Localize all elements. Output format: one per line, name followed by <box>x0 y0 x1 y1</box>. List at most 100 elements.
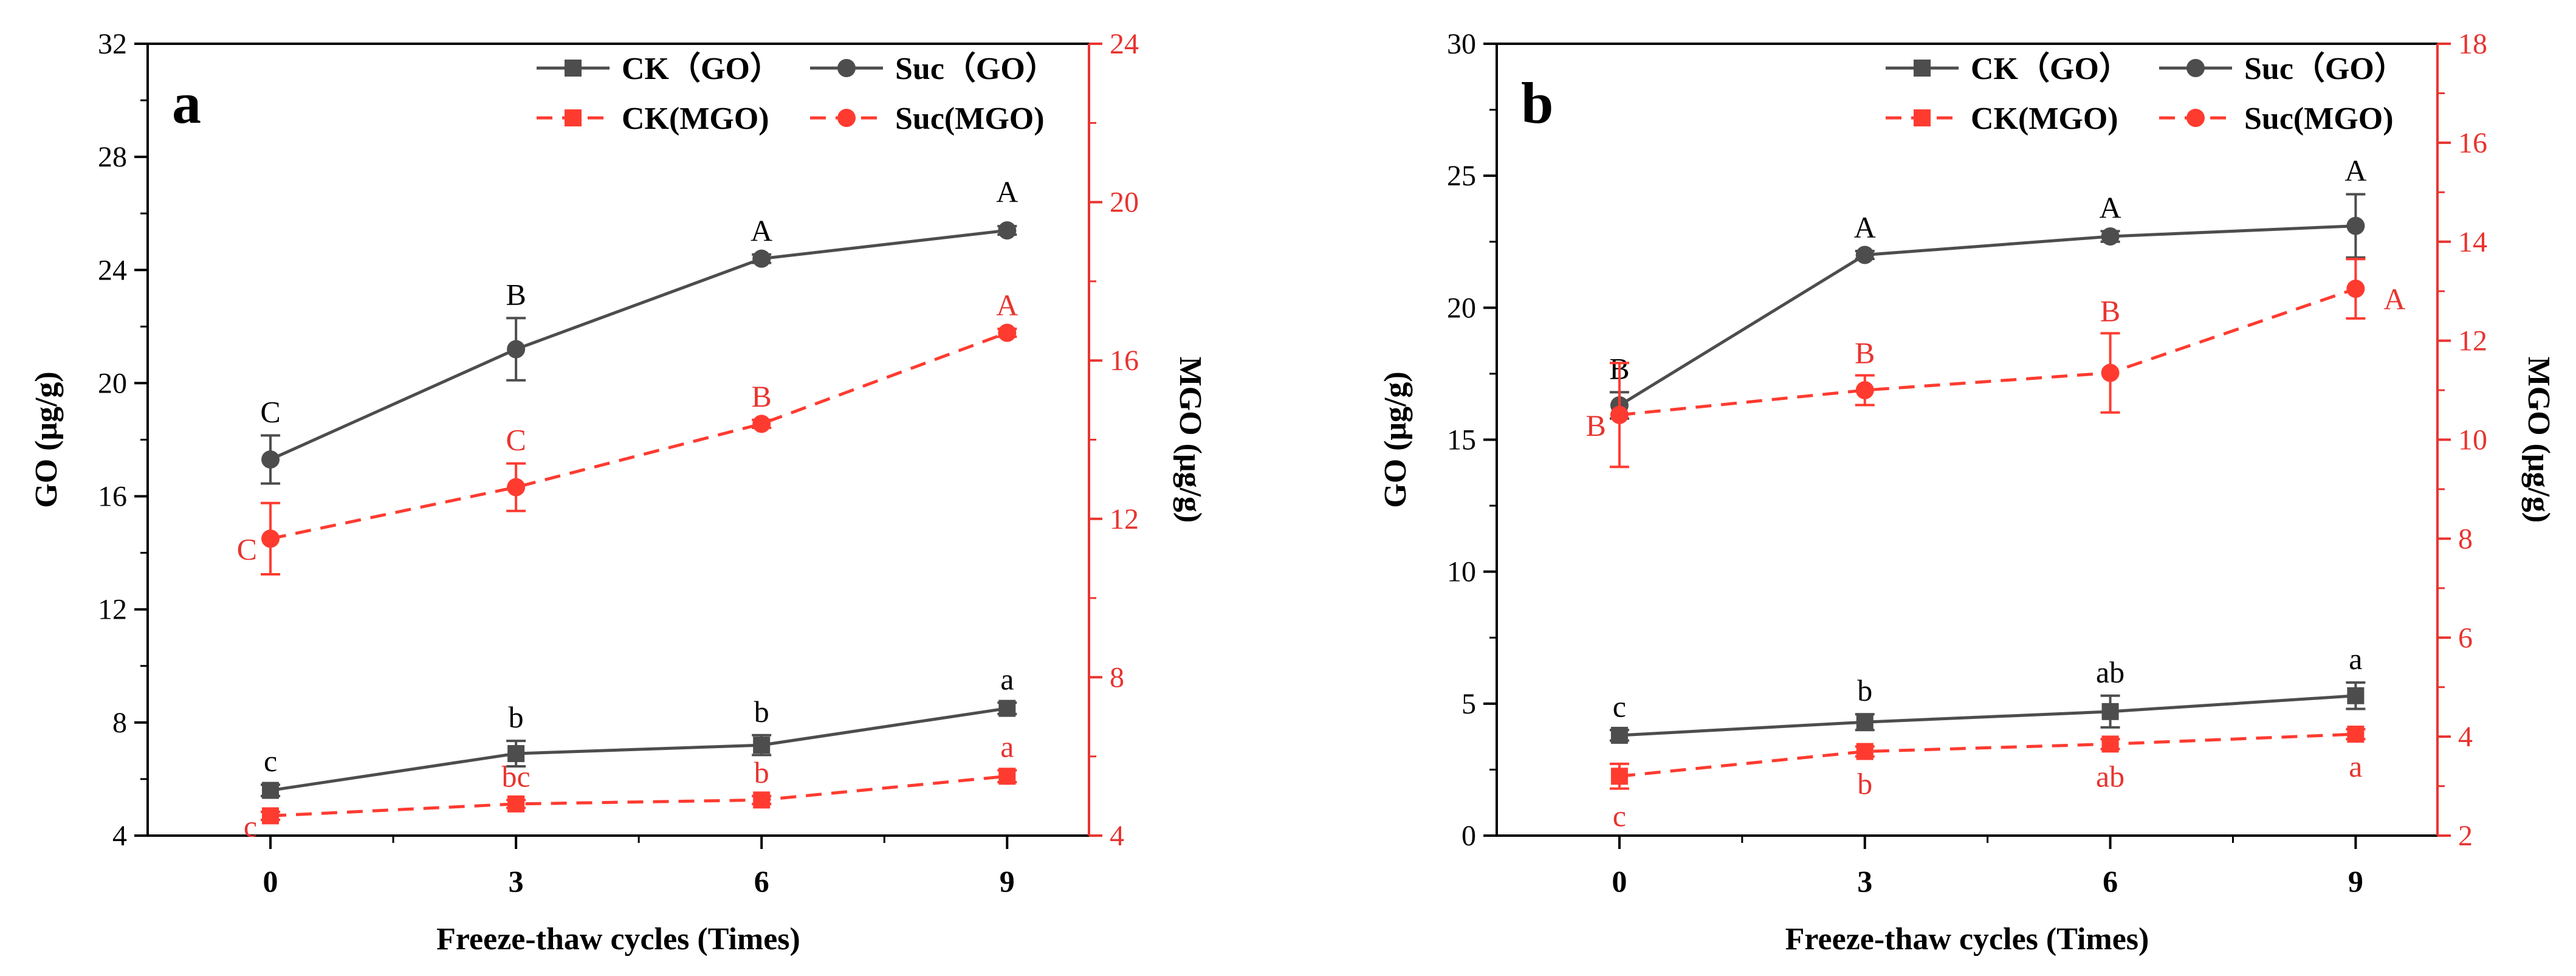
legend-label: Suc(MGO) <box>2244 101 2394 136</box>
x-tick-label: 9 <box>2348 864 2363 898</box>
series-line <box>270 229 1008 461</box>
significance-label: a <box>1000 662 1014 696</box>
panel-label: a <box>172 70 201 136</box>
significance-label: A <box>2383 282 2405 316</box>
x-axis-title: Freeze-thaw cycles (Times) <box>436 922 800 957</box>
y-tick-label-left: 0 <box>1461 820 1476 852</box>
series-3: B B B A <box>1586 258 2406 469</box>
legend-label: Suc(MGO) <box>895 101 1045 136</box>
data-point <box>1855 246 1874 264</box>
significance-label: A <box>2344 154 2366 188</box>
legend: CK（GO） Suc（GO） CK(MGO) Suc(MGO) <box>537 51 1057 136</box>
significance-label: C <box>260 395 280 429</box>
x-tick-label: 6 <box>754 864 769 898</box>
legend-marker <box>837 59 856 77</box>
legend-label: CK（GO） <box>622 51 781 86</box>
y-tick-label-right: 10 <box>2458 424 2487 456</box>
significance-label: b <box>754 695 769 729</box>
y-tick-label-left: 28 <box>98 141 127 173</box>
legend-label: Suc（GO） <box>2244 51 2406 86</box>
legend-marker <box>2186 59 2205 77</box>
significance-label: a <box>2349 749 2362 783</box>
data-point <box>261 529 280 548</box>
series-1: B A A A <box>1609 154 2366 420</box>
significance-label: b <box>1857 673 1872 707</box>
y-tick-label-right: 18 <box>2458 28 2487 60</box>
y-tick-label-left: 8 <box>112 707 127 739</box>
y-tick-label-right: 24 <box>1110 28 1139 60</box>
significance-label: A <box>996 288 1018 322</box>
legend-marker <box>2186 109 2205 127</box>
data-point <box>998 221 1017 240</box>
series-3: C C B A <box>237 288 1018 576</box>
data-point <box>2347 687 2365 704</box>
y-tick-label-right: 16 <box>1110 345 1139 377</box>
y-tick-label-left: 16 <box>98 481 127 513</box>
legend-marker <box>837 109 856 127</box>
data-point <box>507 340 526 359</box>
y-tick-label-left: 15 <box>1447 424 1476 456</box>
legend-marker <box>1914 109 1931 126</box>
legend-label: CK（GO） <box>1971 51 2131 86</box>
data-point <box>753 737 771 754</box>
significance-label: b <box>509 700 524 734</box>
y-axis-title-right: MGO (μg/g) <box>2521 357 2556 523</box>
y-tick-label-right: 4 <box>1110 820 1124 852</box>
y-tick-label-left: 4 <box>112 820 127 852</box>
significance-label: b <box>1857 767 1872 801</box>
significance-label: bc <box>502 759 531 793</box>
data-point <box>1856 743 1874 760</box>
significance-label: A <box>2100 190 2121 224</box>
y-tick-label-left: 24 <box>98 254 127 286</box>
y-tick-label-right: 14 <box>2458 226 2487 258</box>
data-point <box>2101 227 2120 246</box>
significance-label: ab <box>2096 655 2124 689</box>
data-point <box>752 249 771 268</box>
x-tick-label: 3 <box>1857 864 1872 898</box>
data-point <box>2346 216 2365 235</box>
series-0: cb ba <box>261 662 1017 799</box>
x-tick-label: 6 <box>2103 864 2118 898</box>
significance-label: b <box>754 755 769 789</box>
legend-label: Suc（GO） <box>895 51 1057 86</box>
panel-a: 4 8 12 16 20 24 28 32 4 8 12 16 20 24 0 3 6 9 Freeze-thaw … <box>29 28 1207 957</box>
series-line <box>1619 694 2356 737</box>
y-tick-label-right: 4 <box>2458 721 2473 753</box>
data-point <box>2101 735 2119 753</box>
series-1: C B A <box>260 214 1017 485</box>
y-tick-label-left: 5 <box>1461 688 1476 720</box>
y-tick-label-left: 30 <box>1447 28 1476 60</box>
data-point <box>2101 703 2119 720</box>
y-tick-label-right: 12 <box>2458 325 2487 357</box>
y-tick-label-left: 10 <box>1447 556 1476 588</box>
x-axis-title: Freeze-thaw cycles (Times) <box>1785 922 2149 957</box>
significance-label: B <box>2100 294 2120 328</box>
y-axis-title-left: GO (μg/g) <box>1378 371 1413 507</box>
legend-label: CK(MGO) <box>1971 101 2118 136</box>
significance-label: B <box>752 379 772 413</box>
data-point <box>261 450 280 469</box>
series-2: c bc b a <box>244 730 1017 843</box>
y-tick-label-right: 8 <box>1110 661 1124 693</box>
x-tick-label: 3 <box>509 864 524 898</box>
series-0: c b ab a <box>1609 642 2366 744</box>
y-tick-label-left: 20 <box>98 367 127 399</box>
significance-label: B <box>1586 408 1606 442</box>
significance-label: B <box>506 277 526 311</box>
y-tick-label-right: 8 <box>2458 523 2473 555</box>
data-point <box>1855 381 1874 400</box>
data-point <box>752 414 771 433</box>
series-line <box>1618 224 2356 407</box>
y-tick-label-left: 20 <box>1447 292 1476 324</box>
data-point <box>507 795 525 813</box>
data-point <box>262 782 280 799</box>
panel-b: 0 5 10 15 20 25 30 2 4 6 8 10 12 14 16 18 0 3 6 9 Freeze-tha… <box>1378 28 2556 957</box>
series-line <box>1619 732 2356 778</box>
significance-label: c <box>1613 799 1626 833</box>
x-tick-label: 9 <box>1000 864 1015 898</box>
series-line <box>1619 287 2357 417</box>
legend-marker <box>1914 60 1931 77</box>
significance-label: A <box>750 214 772 248</box>
